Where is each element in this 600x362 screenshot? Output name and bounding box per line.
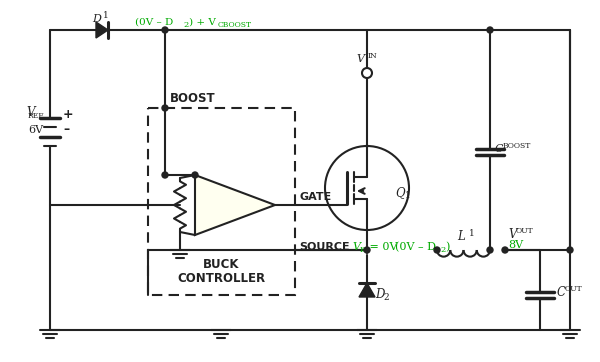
- Circle shape: [162, 172, 168, 178]
- Text: SOURCE: SOURCE: [299, 242, 350, 252]
- Text: ): ): [445, 242, 449, 252]
- Circle shape: [487, 27, 493, 33]
- Circle shape: [567, 247, 573, 253]
- Text: –: –: [63, 123, 69, 136]
- Circle shape: [192, 172, 198, 178]
- Circle shape: [487, 247, 493, 253]
- Text: 1: 1: [469, 228, 474, 237]
- Text: D: D: [92, 14, 101, 24]
- Circle shape: [162, 27, 168, 33]
- Circle shape: [434, 247, 440, 253]
- Text: Q: Q: [395, 186, 404, 199]
- Text: BOOST: BOOST: [170, 92, 215, 105]
- Text: CONTROLLER: CONTROLLER: [178, 272, 266, 285]
- Polygon shape: [96, 22, 108, 38]
- Text: 2: 2: [383, 294, 389, 303]
- Text: ) + V: ) + V: [189, 17, 216, 26]
- Text: 1: 1: [405, 191, 411, 201]
- Text: IN: IN: [368, 52, 378, 60]
- Polygon shape: [359, 283, 375, 297]
- Circle shape: [162, 105, 168, 111]
- Text: V: V: [352, 242, 360, 252]
- Text: IC: IC: [360, 246, 369, 254]
- Text: (0V – D: (0V – D: [395, 242, 436, 252]
- Text: OUT: OUT: [565, 285, 583, 293]
- Text: 2: 2: [440, 246, 445, 254]
- Text: V: V: [508, 227, 517, 240]
- Text: 8V: 8V: [508, 240, 523, 250]
- Circle shape: [364, 247, 370, 253]
- Text: V: V: [356, 54, 364, 64]
- Text: 2: 2: [183, 21, 188, 29]
- Text: C: C: [557, 286, 566, 299]
- Text: REF: REF: [28, 112, 44, 120]
- Text: = 0V: = 0V: [366, 242, 398, 252]
- Text: +: +: [63, 109, 74, 122]
- Text: C: C: [495, 144, 503, 155]
- Text: BOOST: BOOST: [503, 143, 532, 151]
- Polygon shape: [195, 175, 275, 235]
- Text: OUT: OUT: [516, 227, 534, 235]
- Text: 1: 1: [103, 12, 109, 21]
- Text: V: V: [26, 106, 35, 119]
- Text: D: D: [375, 289, 385, 302]
- Text: 6V: 6V: [28, 125, 43, 135]
- Text: CBOOST: CBOOST: [218, 21, 252, 29]
- Text: BUCK: BUCK: [203, 258, 240, 272]
- Text: L: L: [458, 230, 466, 243]
- Circle shape: [502, 247, 508, 253]
- Text: (0V – D: (0V – D: [135, 17, 173, 26]
- Text: GATE: GATE: [299, 192, 331, 202]
